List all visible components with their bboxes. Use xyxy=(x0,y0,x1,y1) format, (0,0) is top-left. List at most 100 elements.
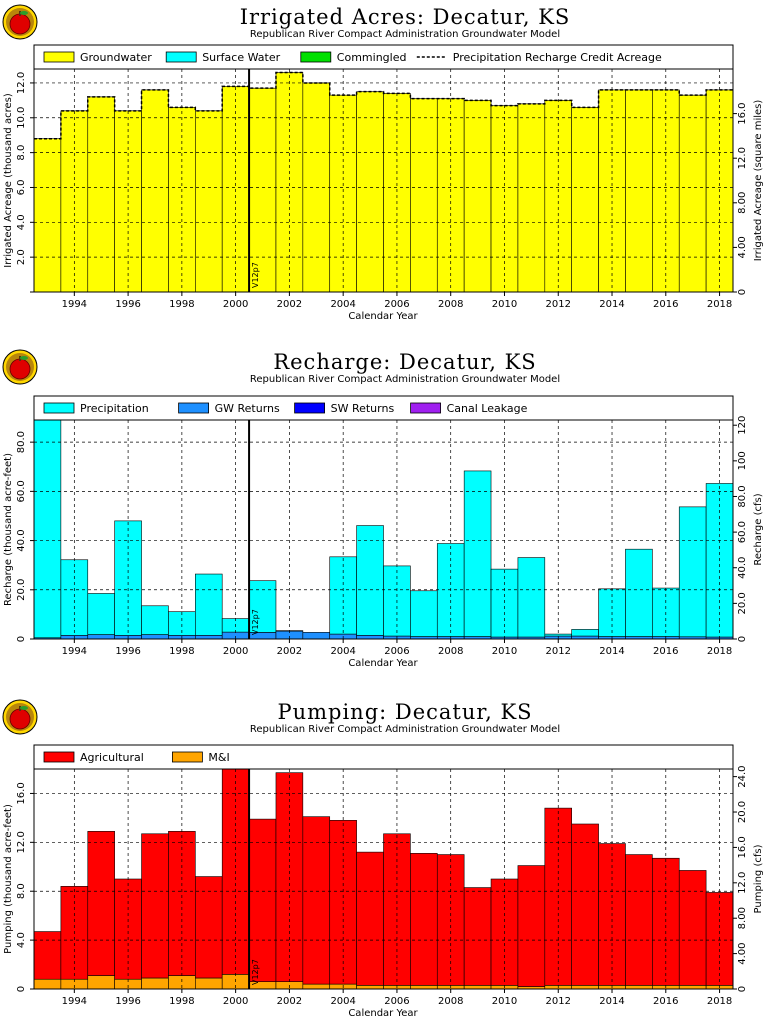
y-right-tick-label: 12.0 xyxy=(737,147,748,169)
y-tick-label: 0 xyxy=(16,636,27,642)
bar-agricultural-1996 xyxy=(115,879,142,979)
logo-leaf xyxy=(20,706,28,710)
bar-precipitation-2005 xyxy=(357,526,384,636)
chart-subtitle: Republican River Compact Administration … xyxy=(250,29,560,40)
legend-swatch xyxy=(179,403,209,413)
logo-apple xyxy=(10,709,30,729)
y-right-tick-label: 80.0 xyxy=(737,485,748,507)
y-tick-label: 10.0 xyxy=(16,107,27,129)
bar-precipitation-2007 xyxy=(410,591,437,637)
y-tick-label: 0 xyxy=(16,986,27,992)
y-axis-label: Recharge (thousand acre-feet) xyxy=(3,453,14,606)
version-marker-label: V12p7 xyxy=(251,959,260,985)
x-tick-label: 2002 xyxy=(277,996,302,1007)
bar-m-i-2015 xyxy=(625,985,652,989)
x-tick-label: 2016 xyxy=(653,646,678,657)
legend-label: Canal Leakage xyxy=(447,402,528,415)
legend-label: Commingled xyxy=(337,51,407,64)
bar-groundwater-2011 xyxy=(518,104,545,292)
bar-groundwater-2017 xyxy=(679,95,706,292)
bar-m-i-2013 xyxy=(572,985,599,989)
y-right-tick-label: 120 xyxy=(737,416,748,435)
y-axis-right-label: Recharge (cfs) xyxy=(753,493,764,565)
x-tick-label: 2010 xyxy=(492,299,517,310)
bar-gw-returns-2003 xyxy=(303,632,330,639)
bar-precipitation-1995 xyxy=(88,593,115,634)
y-tick-label: 12.0 xyxy=(16,72,27,94)
y-right-tick-label: 60.0 xyxy=(737,521,748,543)
bar-m-i-1999 xyxy=(195,978,222,989)
bar-agricultural-2011 xyxy=(518,866,545,987)
x-tick-label: 2010 xyxy=(492,996,517,1007)
bar-precipitation-1993 xyxy=(34,420,61,638)
chart-subtitle: Republican River Compact Administration … xyxy=(250,374,560,385)
y-tick-label: 40.0 xyxy=(16,529,27,551)
x-tick-label: 1994 xyxy=(62,646,87,657)
version-marker-label: V12p7 xyxy=(251,262,260,288)
y-tick-label: 4.0 xyxy=(16,214,27,230)
legend-label: M&I xyxy=(208,751,229,764)
x-tick-label: 2004 xyxy=(330,646,355,657)
bar-agricultural-2003 xyxy=(303,817,330,984)
bar-gw-returns-1995 xyxy=(88,635,115,639)
x-tick-label: 2008 xyxy=(438,299,463,310)
bar-groundwater-2001 xyxy=(249,88,276,292)
bar-groundwater-1995 xyxy=(88,97,115,292)
y-right-tick-label: 20.0 xyxy=(737,801,748,823)
y-tick-label: 80.0 xyxy=(16,431,27,453)
x-tick-label: 1998 xyxy=(169,646,194,657)
bar-m-i-2017 xyxy=(679,985,706,989)
x-tick-label: 2014 xyxy=(599,299,624,310)
bar-groundwater-2010 xyxy=(491,106,518,292)
y-right-tick-label: 24.0 xyxy=(737,765,748,787)
bar-gw-returns-1997 xyxy=(142,635,169,639)
x-tick-label: 2012 xyxy=(546,996,571,1007)
bar-gw-returns-1999 xyxy=(195,635,222,639)
legend-label: Agricultural xyxy=(80,751,144,764)
bar-agricultural-1995 xyxy=(88,831,115,975)
x-tick-label: 2014 xyxy=(599,996,624,1007)
bar-groundwater-1999 xyxy=(195,111,222,292)
chart-subtitle: Republican River Compact Administration … xyxy=(250,724,560,735)
y-axis-right-label: Pumping (cfs) xyxy=(753,844,764,913)
x-tick-label: 2004 xyxy=(330,299,355,310)
x-tick-label: 2016 xyxy=(653,996,678,1007)
bar-groundwater-1993 xyxy=(34,139,61,292)
y-right-tick-label: 12.0 xyxy=(737,872,748,894)
bar-precipitation-2009 xyxy=(464,471,491,637)
x-tick-label: 1996 xyxy=(115,996,140,1007)
x-tick-label: 1994 xyxy=(62,996,87,1007)
bar-m-i-2005 xyxy=(357,985,384,989)
bar-groundwater-2013 xyxy=(572,107,599,292)
y-tick-label: 20.0 xyxy=(16,579,27,601)
legend-label: Groundwater xyxy=(80,51,152,64)
bar-precipitation-2012 xyxy=(545,634,572,636)
legend-swatch xyxy=(44,403,74,413)
legend-swatch xyxy=(44,52,74,62)
chart-title: Recharge: Decatur, KS xyxy=(273,350,536,374)
y-right-tick-label: 4.00 xyxy=(737,942,748,964)
bar-groundwater-2005 xyxy=(357,92,384,292)
x-tick-label: 2006 xyxy=(384,646,409,657)
x-tick-label: 2002 xyxy=(277,299,302,310)
x-tick-label: 2018 xyxy=(707,646,732,657)
x-tick-label: 2012 xyxy=(546,646,571,657)
x-tick-label: 2006 xyxy=(384,299,409,310)
x-tick-label: 2002 xyxy=(277,646,302,657)
y-tick-label: 60.0 xyxy=(16,480,27,502)
x-tick-label: 2000 xyxy=(223,996,248,1007)
bar-m-i-2007 xyxy=(410,985,437,989)
y-tick-label: 8.0 xyxy=(16,145,27,161)
chart-title: Pumping: Decatur, KS xyxy=(277,700,532,724)
legend-swatch xyxy=(301,52,331,62)
y-tick-label: 6.0 xyxy=(16,180,27,196)
y-tick-label: 12.0 xyxy=(16,831,27,853)
x-tick-label: 1996 xyxy=(115,299,140,310)
y-tick-label: 8.0 xyxy=(16,883,27,899)
bar-m-i-2009 xyxy=(464,985,491,989)
bar-agricultural-1993 xyxy=(34,932,61,980)
apple-logo-icon xyxy=(3,700,37,734)
